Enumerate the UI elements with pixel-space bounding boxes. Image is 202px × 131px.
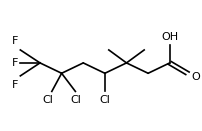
Text: Cl: Cl (42, 95, 53, 105)
Text: OH: OH (161, 32, 178, 42)
Text: F: F (12, 36, 18, 46)
Text: Cl: Cl (99, 95, 110, 105)
Text: F: F (12, 80, 18, 90)
Text: O: O (191, 72, 200, 82)
Text: F: F (12, 58, 18, 68)
Text: Cl: Cl (70, 95, 81, 105)
